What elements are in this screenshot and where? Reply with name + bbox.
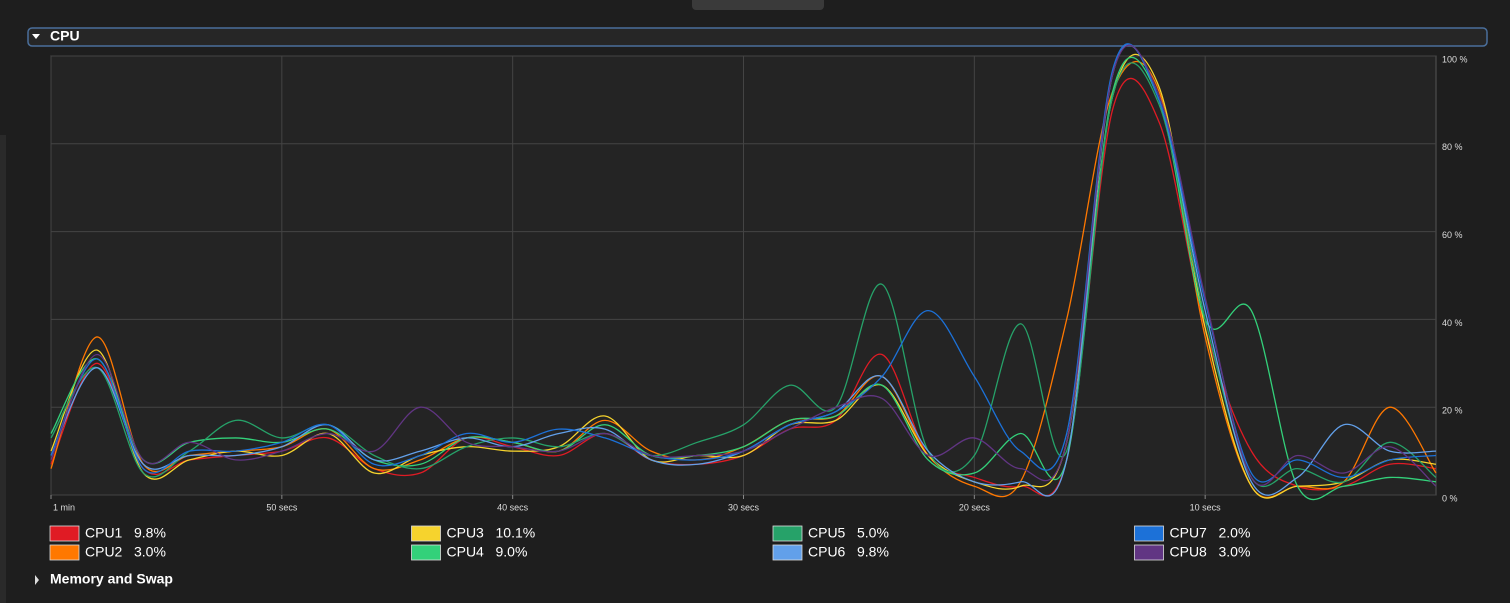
legend-value: 9.0% [496, 544, 528, 560]
legend-swatch [1134, 525, 1164, 542]
legend: CPU1 9.8% CPU2 3.0% CPU3 10.1% CPU4 9.0% CPU5 5.0… [49, 525, 1251, 561]
x-tick-label: 20 secs [959, 502, 991, 512]
legend-label: CPU8 [1170, 544, 1208, 560]
legend-value: 2.0% [1219, 525, 1251, 541]
x-tick-label: 10 secs [1190, 502, 1222, 512]
legend-swatch [49, 544, 80, 561]
x-tick-label: 40 secs [497, 502, 529, 512]
x-tick-label: 30 secs [728, 502, 760, 512]
legend-value: 10.1% [496, 525, 536, 541]
legend-swatch [49, 525, 80, 542]
y-tick-label: 0 % [1442, 493, 1458, 503]
y-tick-label: 100 % [1442, 54, 1468, 64]
grid: 0 % 20 % 40 % 60 % 80 % 100 % 1 min 50 secs 40 s… [50, 54, 1468, 512]
x-tick-label: 1 min [53, 502, 75, 512]
section-title: CPU [50, 28, 80, 44]
legend-swatch [772, 544, 803, 561]
legend-swatch [411, 525, 441, 542]
section-header[interactable] [27, 27, 1488, 47]
legend-label: CPU7 [1170, 525, 1208, 541]
top-button[interactable] [692, 0, 824, 10]
legend-value: 5.0% [857, 525, 889, 541]
y-tick-label: 40 % [1442, 318, 1463, 328]
legend-value: 9.8% [857, 544, 889, 560]
y-tick-label: 80 % [1442, 142, 1463, 152]
y-tick-label: 20 % [1442, 406, 1463, 416]
x-tick-label: 50 secs [266, 502, 298, 512]
expander-closed[interactable] [35, 575, 39, 585]
expander-open[interactable] [32, 34, 40, 39]
section-title[interactable]: Memory and Swap [50, 571, 173, 587]
legend-label: CPU2 [85, 544, 123, 560]
legend-value: 3.0% [134, 544, 166, 560]
legend-value: 3.0% [1219, 544, 1251, 560]
cpu-line [50, 43, 1437, 483]
legend-label: CPU5 [808, 525, 846, 541]
y-tick-label: 60 % [1442, 230, 1463, 240]
legend-value: 9.8% [134, 525, 166, 541]
legend-label: CPU3 [447, 525, 485, 541]
legend-swatch [411, 544, 441, 561]
legend-label: CPU6 [808, 544, 846, 560]
legend-label: CPU1 [85, 525, 123, 541]
legend-label: CPU4 [447, 544, 485, 560]
legend-swatch [1134, 544, 1164, 561]
cpu-line [50, 44, 1437, 487]
lines [50, 43, 1437, 501]
legend-swatch [772, 525, 803, 542]
side-panel [0, 135, 6, 603]
